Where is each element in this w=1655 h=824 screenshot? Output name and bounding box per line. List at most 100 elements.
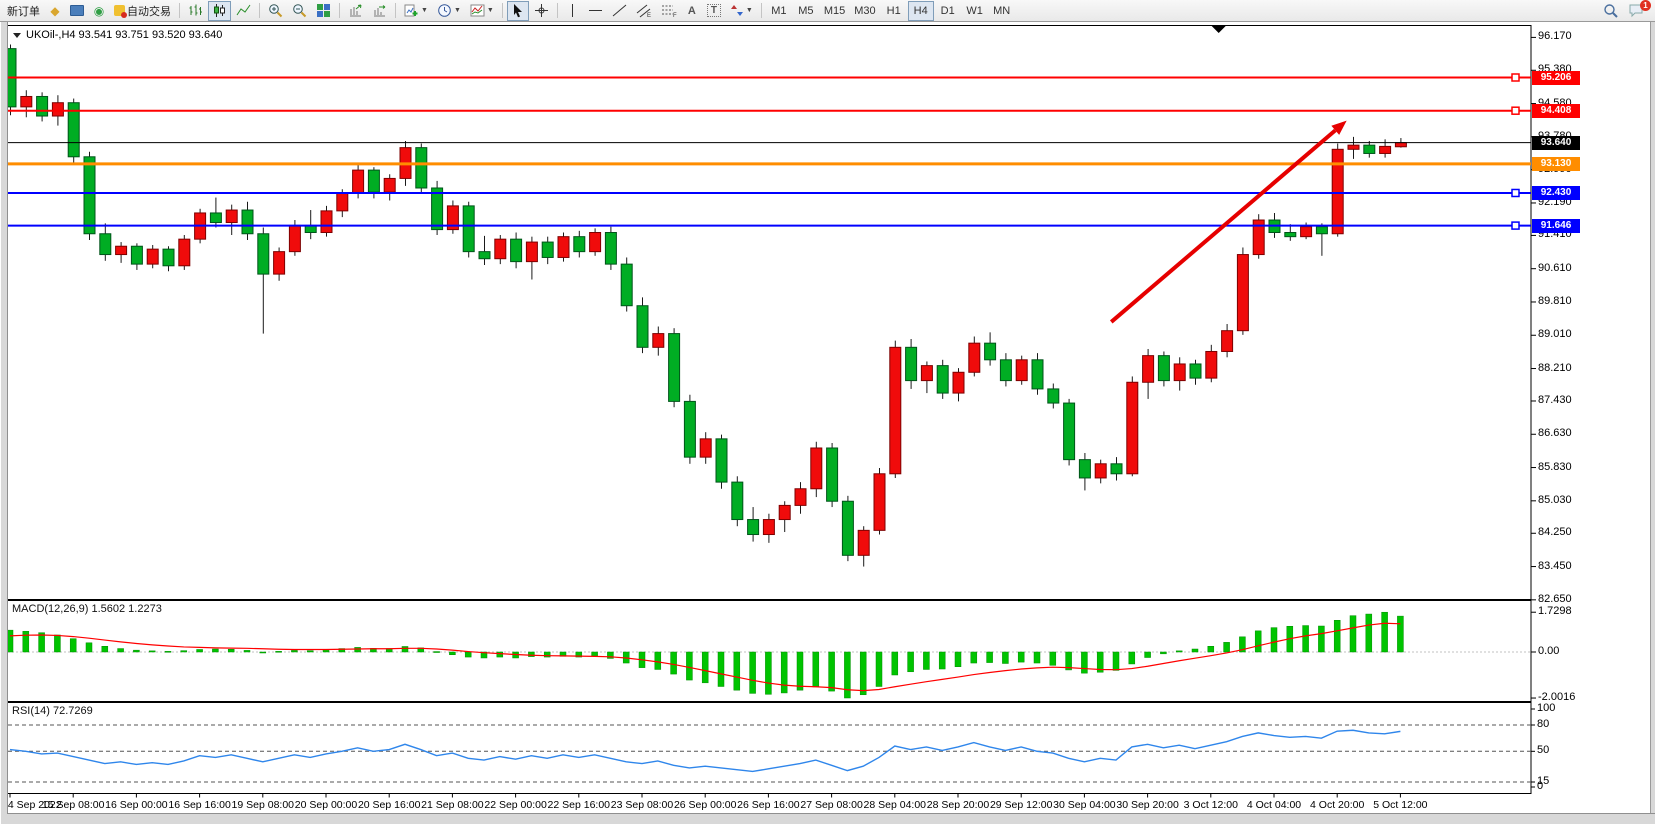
crosshair-tool-button[interactable] — [530, 1, 553, 21]
price-tick-label: 85.030 — [1538, 493, 1572, 506]
date-label: 27 Sep 08:00 — [800, 799, 863, 811]
auto-trading-icon — [114, 5, 127, 18]
vertical-line-icon — [571, 4, 573, 17]
collapse-icon[interactable] — [13, 32, 21, 38]
date-label: 19 Sep 08:00 — [231, 799, 295, 811]
tf-button-m1[interactable]: M1 — [766, 1, 792, 21]
vertical-line-tool-button[interactable] — [562, 1, 583, 21]
indicator-window-button[interactable] — [344, 1, 367, 21]
order-button[interactable]: ◆ — [45, 1, 65, 21]
cursor-icon — [513, 4, 522, 18]
equidistant-channel-icon: E — [636, 4, 651, 18]
candlesticks — [8, 44, 1407, 567]
price-line-label[interactable]: 93.130 — [1532, 156, 1580, 171]
chat-button[interactable]: 1 — [1624, 0, 1651, 21]
window-edge-right — [1650, 22, 1655, 824]
date-label: 5 Oct 12:00 — [1373, 799, 1428, 811]
price-line-label[interactable]: 92.430 — [1532, 185, 1580, 200]
line-chart-mode-button[interactable] — [232, 1, 255, 21]
toolbar-separator — [760, 3, 762, 18]
date-label: 22 Sep 16:00 — [547, 799, 611, 811]
zoom-in-button[interactable] — [264, 1, 287, 21]
auto-trading-button[interactable]: 自动交易 — [110, 1, 175, 21]
chevron-down-icon: ▼ — [453, 7, 461, 14]
tf-button-m5[interactable]: M5 — [793, 1, 819, 21]
rsi-tick-label: 50 — [1537, 744, 1550, 757]
price-line-label[interactable]: 94.408 — [1532, 103, 1580, 118]
window-splitter-left[interactable] — [0, 22, 8, 824]
tf-button-m30[interactable]: M30 — [850, 1, 879, 21]
bar-chart-mode-button[interactable] — [184, 1, 207, 21]
cursor-tool-button[interactable] — [506, 0, 529, 21]
timeframe-menu-button[interactable]: ▼ — [433, 1, 465, 21]
date-label: 16 Sep 16:00 — [168, 799, 231, 811]
search-button[interactable] — [1599, 1, 1623, 21]
price-line-label[interactable]: 95.206 — [1532, 70, 1580, 85]
new-chart-button[interactable]: ▼ — [400, 1, 432, 21]
label-tool-button[interactable]: T — [703, 1, 725, 21]
fibonacci-tool-button[interactable]: F — [657, 1, 681, 21]
zoom-in-icon — [269, 4, 283, 18]
price-line-handle[interactable] — [1511, 221, 1520, 230]
candlestick-mode-button[interactable] — [208, 0, 231, 21]
tf-button-mn[interactable]: MN — [989, 1, 1015, 21]
date-label: 21 Sep 08:00 — [421, 799, 484, 811]
tile-windows-button[interactable] — [312, 1, 335, 21]
text-tool-button[interactable]: A — [682, 1, 702, 21]
gold-diamond-icon: ◆ — [50, 3, 60, 18]
arrows-tool-button[interactable]: ▼ — [726, 1, 757, 21]
price-tick-label: 83.450 — [1538, 559, 1572, 572]
svg-text:E: E — [647, 13, 651, 18]
price-line-label[interactable]: 91.646 — [1532, 218, 1580, 233]
toolbar-separator — [395, 3, 396, 18]
rsi-tick-label: 15 — [1537, 775, 1550, 787]
tf-button-h1[interactable]: H1 — [881, 1, 907, 21]
price-tick-label: 94.580 — [1538, 96, 1572, 109]
chart-title: UKOil-,H4 93.541 93.751 93.520 93.640 — [13, 29, 222, 41]
text-label-icon: T — [706, 4, 721, 17]
price-tick-label: 91.410 — [1538, 228, 1572, 241]
price-line-label[interactable]: 93.640 — [1532, 135, 1580, 150]
candlestick-icon — [214, 4, 225, 17]
indicator-window-2-button[interactable] — [368, 1, 391, 21]
price-tick-label: 82.650 — [1538, 592, 1572, 605]
price-line-handle[interactable] — [1511, 73, 1520, 82]
signals-button[interactable]: ◉ — [89, 1, 109, 21]
date-label: 26 Sep 00:00 — [673, 799, 737, 811]
horizontal-line-tool-button[interactable] — [584, 1, 607, 21]
macd-tick-label: 1.7298 — [1538, 605, 1572, 618]
trendline-tool-button[interactable] — [608, 1, 631, 21]
tf-button-d1[interactable]: D1 — [935, 1, 961, 21]
chevron-down-icon: ▼ — [745, 7, 753, 14]
price-line-handle[interactable] — [1511, 188, 1520, 198]
price-tick-label: 86.630 — [1538, 427, 1572, 440]
community-button[interactable] — [66, 1, 88, 21]
bar-chart-icon — [189, 4, 202, 16]
new-order-button[interactable]: 新订单 — [3, 1, 44, 21]
tf-button-w1[interactable]: W1 — [962, 1, 988, 21]
horizontal-line-icon — [588, 10, 602, 11]
date-label: 29 Sep 12:00 — [989, 799, 1053, 811]
date-label: 30 Sep 04:00 — [1053, 799, 1116, 811]
toolbar: 新订单 ◆ ◉ 自动交易 — [0, 0, 1655, 22]
date-label: 26 Sep 16:00 — [737, 799, 800, 811]
chart-shift-marker[interactable] — [1211, 26, 1226, 33]
date-label: 4 Oct 20:00 — [1310, 799, 1365, 811]
price-line-handle[interactable] — [1511, 106, 1520, 115]
tf-button-m15[interactable]: M15 — [820, 1, 849, 21]
panel-border — [7, 702, 1532, 794]
zoom-out-button[interactable] — [288, 1, 311, 21]
tf-button-h4[interactable]: H4 — [907, 0, 934, 21]
trend-arrow[interactable] — [1109, 120, 1347, 324]
channel-tool-button[interactable]: E — [632, 1, 656, 21]
search-icon — [1604, 3, 1618, 18]
macd-signal-line — [9, 622, 1401, 692]
template-menu-button[interactable]: ▼ — [466, 1, 498, 21]
macd-tick-label: 0.00 — [1538, 645, 1560, 657]
macd-tick-label: -2.0016 — [1538, 691, 1576, 704]
rsi-tick-label: 80 — [1537, 718, 1550, 730]
svg-text:F: F — [673, 13, 677, 18]
